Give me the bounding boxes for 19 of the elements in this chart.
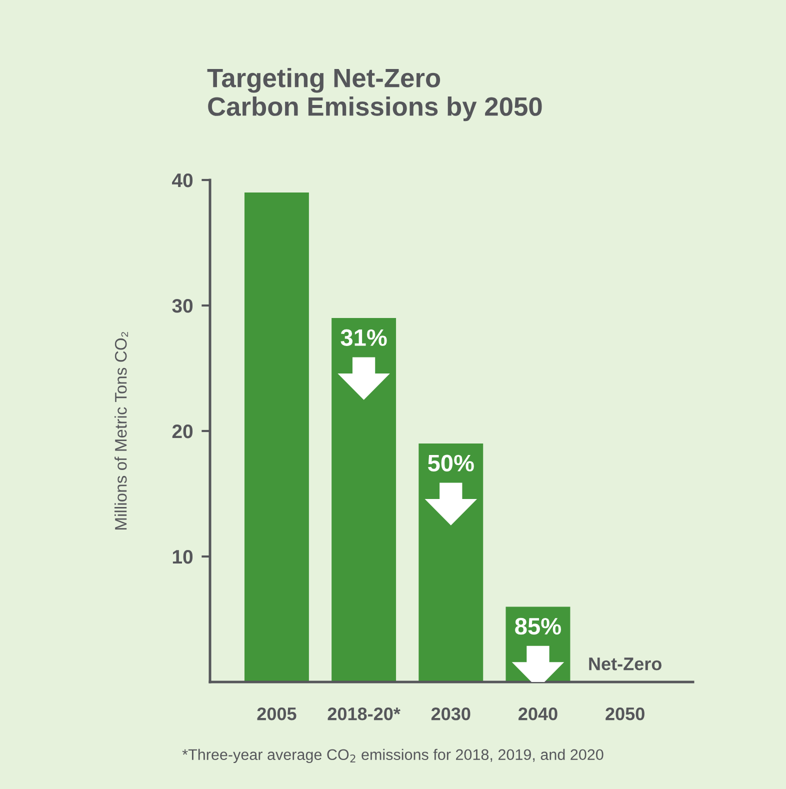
text: *Three-year average CO$_{2}$ emissions for 2018, 2019, and 2020 bbox=[182, 748, 604, 764]
annotation: 50% bbox=[428, 454, 474, 472]
x-tick-label: 2005 bbox=[257, 707, 296, 720]
y-tick-label: 30 bbox=[172, 298, 193, 313]
bar bbox=[244, 192, 309, 682]
x-tick-label: 2040 bbox=[518, 707, 558, 720]
y-axis-title: Millions of Metric Tons CO₂ bbox=[114, 332, 128, 530]
bar bbox=[332, 318, 396, 682]
chart-title: Targeting Net-Zero Carbon Emissions by 2050 bbox=[207, 68, 542, 122]
annotation: 85% bbox=[515, 618, 561, 635]
x-tick-label: 2030 bbox=[431, 707, 470, 720]
x-tick-label: 2050 bbox=[606, 707, 644, 720]
annotation: 31% bbox=[340, 329, 387, 346]
y-tick-label: 10 bbox=[172, 550, 193, 564]
y-tick-label: 20 bbox=[172, 424, 193, 438]
bar bbox=[418, 444, 484, 682]
x-tick-label: 2018-20* bbox=[328, 707, 400, 720]
y-tick-label: 40 bbox=[172, 173, 193, 188]
annotation: Net-Zero bbox=[589, 658, 662, 670]
